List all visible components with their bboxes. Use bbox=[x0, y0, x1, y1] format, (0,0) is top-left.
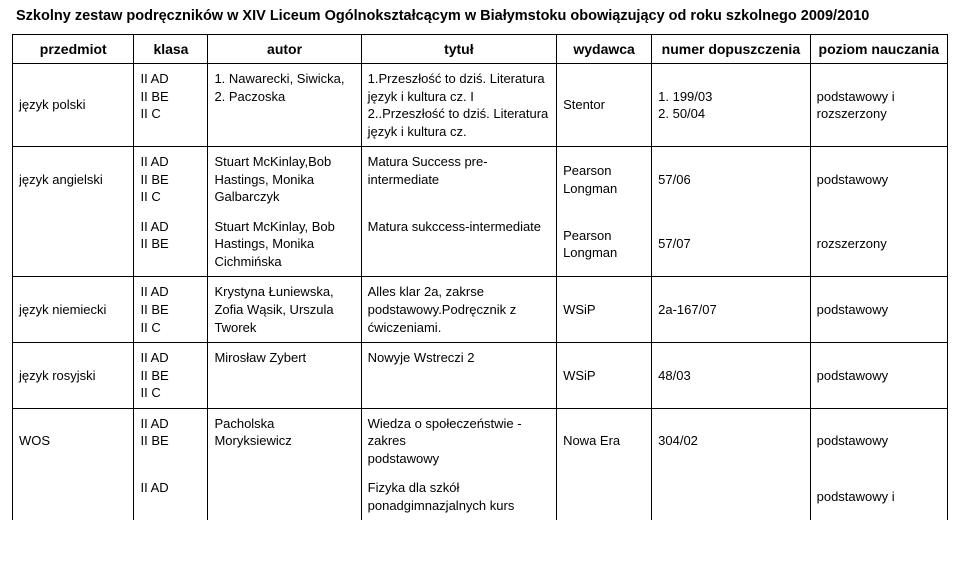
cell-klasa: II ADII BEII C bbox=[134, 64, 208, 147]
col-header-numer: numer dopuszczenia bbox=[652, 35, 810, 64]
table-row: język angielskiII ADII BEII CStuart McKi… bbox=[13, 147, 948, 212]
col-header-tytul: tytuł bbox=[361, 35, 556, 64]
cell-klasa: II ADII BEII C bbox=[134, 277, 208, 343]
cell-przedmiot bbox=[13, 212, 134, 277]
cell-autor: Pacholska Moryksiewicz bbox=[208, 408, 361, 473]
cell-poziom: podstawowy bbox=[810, 147, 947, 212]
cell-poziom: podstawowy bbox=[810, 408, 947, 473]
cell-tytul: Nowyje Wstreczi 2 bbox=[361, 343, 556, 409]
cell-poziom: podstawowy i bbox=[810, 473, 947, 520]
cell-tytul: Wiedza o społeczeństwie - zakrespodstawo… bbox=[361, 408, 556, 473]
cell-autor: Stuart McKinlay, Bob Hastings, Monika Ci… bbox=[208, 212, 361, 277]
cell-poziom: podstawowy i rozszerzony bbox=[810, 64, 947, 147]
table-row: język rosyjskiII ADII BEII CMirosław Zyb… bbox=[13, 343, 948, 409]
col-header-przedmiot: przedmiot bbox=[13, 35, 134, 64]
cell-przedmiot: język polski bbox=[13, 64, 134, 147]
cell-przedmiot: język angielski bbox=[13, 147, 134, 212]
table-row: język polskiII ADII BEII C1. Nawarecki, … bbox=[13, 64, 948, 147]
cell-wydawca: Pearson Longman bbox=[557, 212, 652, 277]
cell-przedmiot: język niemiecki bbox=[13, 277, 134, 343]
cell-tytul: Matura sukccess-intermediate bbox=[361, 212, 556, 277]
cell-klasa: II ADII BEII C bbox=[134, 147, 208, 212]
cell-klasa: II ADII BE bbox=[134, 212, 208, 277]
cell-numer: 57/06 bbox=[652, 147, 810, 212]
cell-poziom: podstawowy bbox=[810, 277, 947, 343]
cell-wydawca: Stentor bbox=[557, 64, 652, 147]
cell-tytul: Matura Success pre-intermediate bbox=[361, 147, 556, 212]
table-row: WOSII ADII BEPacholska MoryksiewiczWiedz… bbox=[13, 408, 948, 473]
col-header-autor: autor bbox=[208, 35, 361, 64]
cell-tytul: Alles klar 2a, zakrse podstawowy.Podręcz… bbox=[361, 277, 556, 343]
cell-wydawca: Pearson Longman bbox=[557, 147, 652, 212]
cell-numer: 2a-167/07 bbox=[652, 277, 810, 343]
cell-poziom: rozszerzony bbox=[810, 212, 947, 277]
table-row: II AD Fizyka dla szkół ponadgimnazjalnych… bbox=[13, 473, 948, 520]
col-header-wydawca: wydawca bbox=[557, 35, 652, 64]
cell-numer: 48/03 bbox=[652, 343, 810, 409]
cell-numer: 57/07 bbox=[652, 212, 810, 277]
table-header-row: przedmiot klasa autor tytuł wydawca nume… bbox=[13, 35, 948, 64]
cell-autor: Stuart McKinlay,Bob Hastings, Monika Gal… bbox=[208, 147, 361, 212]
cell-autor: Krystyna Łuniewska, Zofia Wąsik, Urszula… bbox=[208, 277, 361, 343]
cell-wydawca: WSiP bbox=[557, 277, 652, 343]
page-title: Szkolny zestaw podręczników w XIV Liceum… bbox=[12, 8, 948, 24]
cell-wydawca: WSiP bbox=[557, 343, 652, 409]
cell-klasa: II ADII BEII C bbox=[134, 343, 208, 409]
cell-tytul: Fizyka dla szkół ponadgimnazjalnych kurs bbox=[361, 473, 556, 520]
cell-klasa: II AD bbox=[134, 473, 208, 520]
table-row: język niemieckiII ADII BEII CKrystyna Łu… bbox=[13, 277, 948, 343]
cell-klasa: II ADII BE bbox=[134, 408, 208, 473]
col-header-klasa: klasa bbox=[134, 35, 208, 64]
cell-wydawca: Nowa Era bbox=[557, 408, 652, 473]
cell-wydawca bbox=[557, 473, 652, 520]
col-header-poziom: poziom nauczania bbox=[810, 35, 947, 64]
cell-numer: 1. 199/032. 50/04 bbox=[652, 64, 810, 147]
cell-poziom: podstawowy bbox=[810, 343, 947, 409]
cell-autor bbox=[208, 473, 361, 520]
textbooks-table: przedmiot klasa autor tytuł wydawca nume… bbox=[12, 34, 948, 520]
cell-autor: 1. Nawarecki, Siwicka, 2. Paczoska bbox=[208, 64, 361, 147]
cell-autor: Mirosław Zybert bbox=[208, 343, 361, 409]
cell-numer: 304/02 bbox=[652, 408, 810, 473]
cell-numer bbox=[652, 473, 810, 520]
cell-przedmiot bbox=[13, 473, 134, 520]
cell-tytul: 1.Przeszłość to dziś. Literatura język i… bbox=[361, 64, 556, 147]
table-row: II ADII BEStuart McKinlay, Bob Hastings,… bbox=[13, 212, 948, 277]
cell-przedmiot: język rosyjski bbox=[13, 343, 134, 409]
cell-przedmiot: WOS bbox=[13, 408, 134, 473]
